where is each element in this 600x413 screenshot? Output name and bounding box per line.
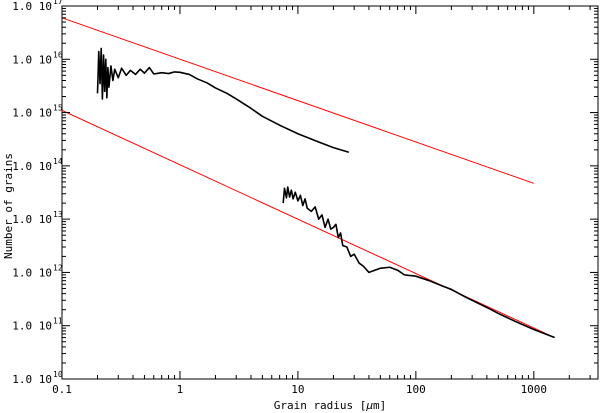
x-axis-label: Grain radius [μm] bbox=[274, 399, 387, 412]
y-axis-label: Number of grains bbox=[2, 153, 15, 259]
y-tick-label: 1.0 10 bbox=[12, 320, 52, 333]
y-tick-label: 1.0 10 bbox=[12, 266, 52, 279]
plot-frame bbox=[61, 5, 599, 380]
y-tick-exponent: 12 bbox=[53, 263, 63, 272]
data-series-line-1 bbox=[282, 186, 555, 339]
y-tick-exponent: 15 bbox=[53, 104, 63, 113]
x-tick-label: 0.1 bbox=[52, 383, 72, 396]
plot-area bbox=[61, 5, 599, 380]
fit-line-2 bbox=[61, 17, 534, 184]
y-tick-label: 1.0 10 bbox=[12, 160, 52, 173]
x-tick-label: 100 bbox=[406, 383, 426, 396]
fit-line-3 bbox=[61, 109, 555, 338]
y-tick-exponent: 11 bbox=[53, 317, 63, 326]
x-tick-label: 1 bbox=[177, 383, 184, 396]
y-tick-label: 1.0 10 bbox=[12, 0, 52, 13]
y-tick-exponent: 17 bbox=[53, 0, 63, 6]
data-layer bbox=[61, 17, 555, 339]
y-tick-label: 1.0 10 bbox=[12, 107, 52, 120]
y-tick-exponent: 10 bbox=[53, 370, 63, 379]
y-tick-label: 1.0 10 bbox=[12, 213, 52, 226]
y-tick-label: 1.0 10 bbox=[12, 53, 52, 66]
y-tick-exponent: 13 bbox=[53, 210, 63, 219]
x-tick-label: 10 bbox=[291, 383, 304, 396]
x-tick-label: 1000 bbox=[521, 383, 548, 396]
y-tick-exponent: 16 bbox=[53, 50, 63, 59]
y-tick-exponent: 14 bbox=[53, 157, 63, 166]
y-tick-label: 1.0 10 bbox=[12, 373, 52, 386]
tick-layer bbox=[61, 5, 598, 380]
data-series-line-0 bbox=[96, 47, 350, 154]
